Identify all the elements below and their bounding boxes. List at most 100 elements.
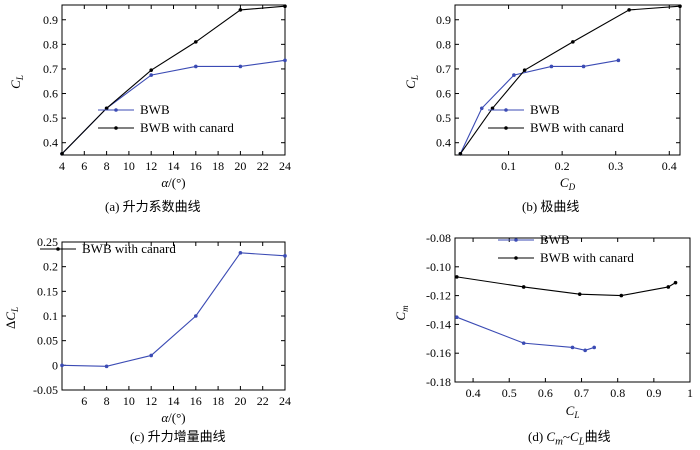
data-point — [455, 315, 459, 320]
y-tick-label: 0.6 — [436, 87, 451, 101]
caption-c: (c) 升力增量曲线 — [130, 429, 226, 444]
x-tick-label: 22 — [257, 394, 269, 408]
y-tick-label: -0.10 — [426, 260, 451, 274]
y-tick-label: 0.9 — [436, 13, 451, 27]
x-tick-label: 0.2 — [555, 159, 570, 173]
data-point — [194, 40, 198, 44]
x-tick-label: 0.6 — [538, 386, 553, 400]
x-tick-label: 24 — [279, 159, 291, 173]
plot-frame-b — [454, 4, 681, 156]
y-tick-label: -0.16 — [426, 346, 451, 360]
legend-c: BWB with canard — [40, 241, 176, 256]
y-tick-label: -0.05 — [33, 383, 58, 397]
x-tick-label: 18 — [212, 159, 224, 173]
y-tick-label: -0.08 — [426, 231, 451, 245]
data-point — [455, 275, 459, 279]
legend-label: BWB — [530, 102, 560, 117]
data-point — [666, 285, 671, 289]
x-tick-label: 0.1 — [501, 159, 516, 173]
legend-a: BWB BWB with canard — [98, 102, 234, 135]
data-point — [238, 251, 243, 255]
x-tick-label: 0.5 — [502, 386, 517, 400]
x-tick-label: 20 — [234, 394, 246, 408]
x-tick-label: 1 — [687, 386, 693, 400]
chart-c-lift-increment: 6 8 10 12 14 16 18 20 22 24 -0.05 0 0.05 0.1 0.15 0.2 0.… — [3, 235, 291, 425]
legend-label: BWB — [140, 102, 170, 117]
data-point — [104, 106, 109, 111]
data-point — [283, 254, 287, 258]
data-point — [149, 353, 153, 358]
plot-frame-d — [454, 237, 691, 383]
x-tick-label: 6 — [81, 159, 87, 173]
y-tick-label: 0.25 — [37, 235, 58, 249]
x-axis-label: CL — [566, 403, 580, 420]
y-axis-label: CL — [403, 75, 420, 89]
series-line-first — [61, 252, 286, 367]
legend-d: BWB BWB with canard — [498, 232, 634, 265]
legend-marker — [514, 238, 518, 242]
data-point — [458, 151, 463, 156]
legend-label: BWB with canard — [140, 120, 234, 135]
data-point — [678, 4, 682, 9]
data-point — [238, 8, 243, 12]
data-point — [570, 345, 575, 350]
data-point — [479, 106, 484, 111]
legend-marker — [114, 108, 118, 112]
data-point — [521, 341, 526, 345]
legend-marker — [504, 108, 508, 112]
x-tick-label: 22 — [257, 159, 269, 173]
legend-label: BWB — [540, 232, 570, 247]
x-tick-label: 24 — [279, 394, 291, 408]
y-tick-label: 0.8 — [43, 37, 58, 51]
data-point — [283, 4, 287, 9]
chart-d-moment-vs-lift: 0.4 0.5 0.6 0.7 0.8 0.9 1 -0.08 -0.10 -0.12 -0.14 -… — [393, 231, 693, 420]
x-tick-label: 12 — [145, 159, 157, 173]
y-tick-label: 0.5 — [436, 111, 451, 125]
data-point — [521, 285, 526, 289]
y-tick-label: 0 — [52, 358, 58, 372]
data-point — [619, 293, 624, 298]
legend-marker — [114, 126, 118, 130]
y-tick-label: 0.4 — [436, 136, 451, 150]
legend-marker — [56, 247, 60, 251]
y-axis-label: ΔCL — [3, 307, 20, 329]
y-tick-label: 0.1 — [43, 309, 58, 323]
chart-b-drag-polar: 0.1 0.2 0.3 0.40.40.50.60.70.80.9CDCLBWBBWB… — [403, 4, 682, 192]
data-point — [581, 64, 586, 69]
data-point — [583, 348, 587, 353]
chart-a-lift-coefficient: 4 6 8 10 12 14 16 18 20 22 24 0.4 0.5 0.6 0.7 0.8 0.9 α/(… — [8, 4, 291, 190]
data-point — [571, 40, 575, 44]
y-tick-label: 0.7 — [436, 62, 451, 76]
x-tick-label: 0.7 — [574, 386, 589, 400]
y-tick-label: 0.8 — [436, 37, 451, 51]
x-tick-label: 0.4 — [662, 159, 677, 173]
x-tick-label: 0.8 — [610, 386, 625, 400]
legend-marker — [504, 126, 508, 130]
series-line-second — [459, 5, 681, 155]
x-tick-label: 14 — [168, 159, 180, 173]
y-tick-label: 0.4 — [43, 136, 58, 150]
x-tick-label: 8 — [104, 394, 110, 408]
data-point — [194, 64, 198, 69]
legend-label: BWB with canard — [82, 241, 176, 256]
y-tick-label: 0.6 — [43, 87, 58, 101]
legend-b: BWB BWB with canard — [488, 102, 624, 135]
data-point — [616, 58, 621, 63]
caption-b: (b) 极曲线 — [522, 199, 580, 214]
data-point — [673, 280, 678, 285]
x-axis-label: α/(°) — [161, 175, 185, 190]
data-point — [149, 73, 153, 77]
y-tick-label: 0.7 — [43, 62, 58, 76]
data-point — [592, 345, 596, 350]
caption-a: (a) 升力系数曲线 — [105, 199, 201, 214]
x-tick-label: 18 — [212, 394, 224, 408]
caption-d: (d) Cm~CL曲线 — [528, 426, 611, 448]
y-tick-label: 0.5 — [43, 111, 58, 125]
data-point — [60, 151, 64, 156]
data-point — [149, 68, 153, 72]
x-tick-label: 16 — [190, 159, 202, 173]
x-axis-label: CD — [560, 175, 576, 192]
x-tick-label: 16 — [190, 394, 202, 408]
x-tick-label: 0.9 — [646, 386, 661, 400]
data-point — [283, 58, 287, 63]
